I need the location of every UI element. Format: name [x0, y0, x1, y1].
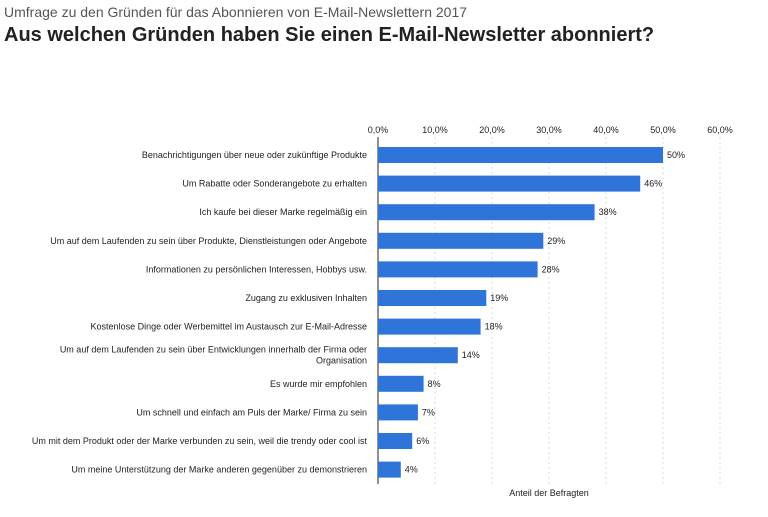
category-label: Ich kaufe bei dieser Marke regelmäßig ei… [199, 207, 367, 217]
x-tick-label: 20,0% [479, 125, 505, 135]
value-label: 7% [422, 407, 435, 417]
category-label-line: Benachrichtigungen über neue oder zukünf… [142, 150, 367, 160]
category-label: Um schnell und einfach am Puls der Marke… [136, 407, 367, 417]
category-label-line: Um meine Unterstützung der Marke anderen… [71, 465, 367, 475]
bar [378, 404, 418, 421]
category-label-line: Um schnell und einfach am Puls der Marke… [136, 407, 367, 417]
category-label-line: Organisation [316, 356, 367, 366]
category-label-line: Um auf dem Laufenden zu sein über Produk… [50, 236, 367, 246]
x-axis-title: Anteil der Befragten [509, 488, 589, 498]
bar [378, 204, 595, 221]
category-label: Es wurde mir empfohlen [270, 379, 367, 389]
value-label: 4% [405, 465, 418, 475]
category-label: Um mit dem Produkt oder der Marke verbun… [32, 436, 368, 446]
category-label: Um auf dem Laufenden zu sein über Entwic… [60, 345, 367, 366]
bar [378, 461, 401, 478]
category-label: Um auf dem Laufenden zu sein über Produk… [50, 236, 367, 246]
value-label: 14% [462, 350, 480, 360]
category-label-line: Um auf dem Laufenden zu sein über Entwic… [60, 345, 367, 355]
value-label: 19% [490, 293, 508, 303]
value-label: 29% [547, 236, 565, 246]
category-label: Zugang zu exklusiven Inhalten [245, 293, 367, 303]
category-label-line: Es wurde mir empfohlen [270, 379, 367, 389]
value-label: 6% [416, 436, 429, 446]
bar [378, 290, 487, 306]
category-label-line: Informationen zu persönlichen Interessen… [146, 264, 367, 274]
category-label-line: Zugang zu exklusiven Inhalten [245, 293, 367, 303]
value-label: 18% [485, 322, 503, 332]
bar [378, 232, 544, 249]
category-label: Um Rabatte oder Sonderangebote zu erhalt… [182, 179, 367, 189]
bar [378, 147, 663, 163]
category-label: Um meine Unterstützung der Marke anderen… [71, 465, 367, 475]
category-label: Informationen zu persönlichen Interessen… [146, 264, 367, 274]
bar [378, 347, 458, 364]
category-label-line: Kostenlose Dinge oder Werbemittel im Aus… [91, 322, 367, 332]
x-tick-label: 10,0% [422, 125, 448, 135]
x-tick-label: 30,0% [536, 125, 562, 135]
bar [378, 318, 481, 335]
bar [378, 175, 641, 192]
x-tick-label: 40,0% [593, 125, 619, 135]
category-label-line: Um mit dem Produkt oder der Marke verbun… [32, 436, 368, 446]
chart-subtitle: Umfrage zu den Gründen für das Abonniere… [4, 4, 468, 20]
value-label: 50% [667, 150, 685, 160]
x-tick-label: 60,0% [707, 125, 733, 135]
value-label: 46% [644, 179, 662, 189]
value-label: 8% [428, 379, 441, 389]
value-label: 28% [542, 264, 560, 274]
x-tick-label: 50,0% [650, 125, 676, 135]
category-label-line: Ich kaufe bei dieser Marke regelmäßig ei… [199, 207, 367, 217]
category-label-line: Um Rabatte oder Sonderangebote zu erhalt… [182, 179, 367, 189]
value-label: 38% [599, 207, 617, 217]
category-label: Kostenlose Dinge oder Werbemittel im Aus… [91, 322, 367, 332]
chart-title: Aus welchen Gründen haben Sie einen E-Ma… [4, 24, 655, 46]
category-label: Benachrichtigungen über neue oder zukünf… [142, 150, 367, 160]
x-tick-label: 0,0% [368, 125, 389, 135]
bar [378, 261, 538, 278]
bar [378, 433, 413, 449]
bar [378, 375, 424, 392]
